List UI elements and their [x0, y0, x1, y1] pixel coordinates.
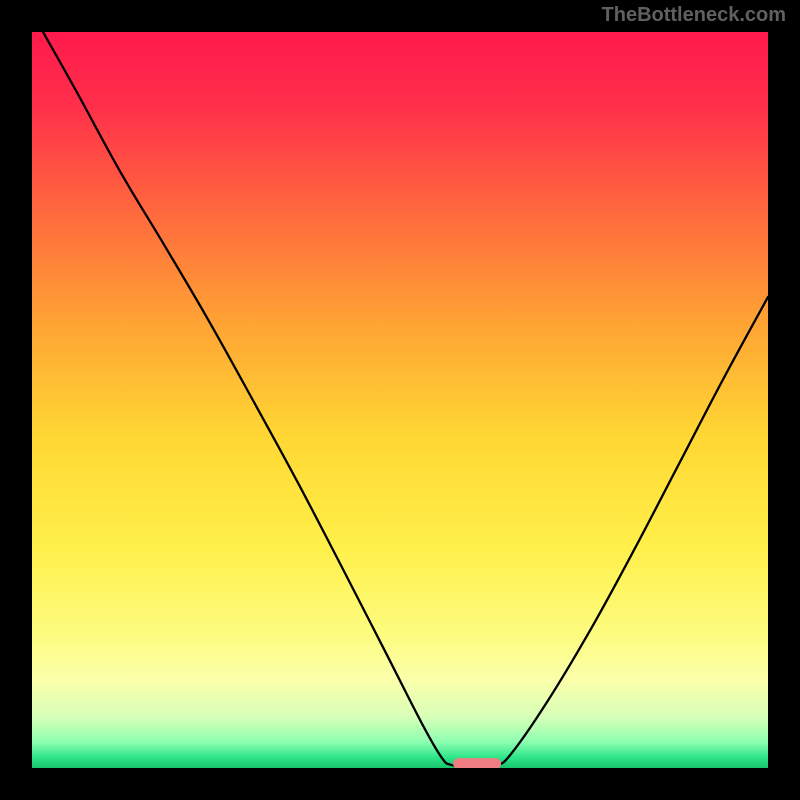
curve-path — [43, 32, 768, 767]
bottleneck-curve — [32, 32, 768, 768]
optimal-marker — [453, 758, 501, 768]
plot-area — [32, 32, 768, 768]
watermark-text: TheBottleneck.com — [602, 4, 786, 27]
